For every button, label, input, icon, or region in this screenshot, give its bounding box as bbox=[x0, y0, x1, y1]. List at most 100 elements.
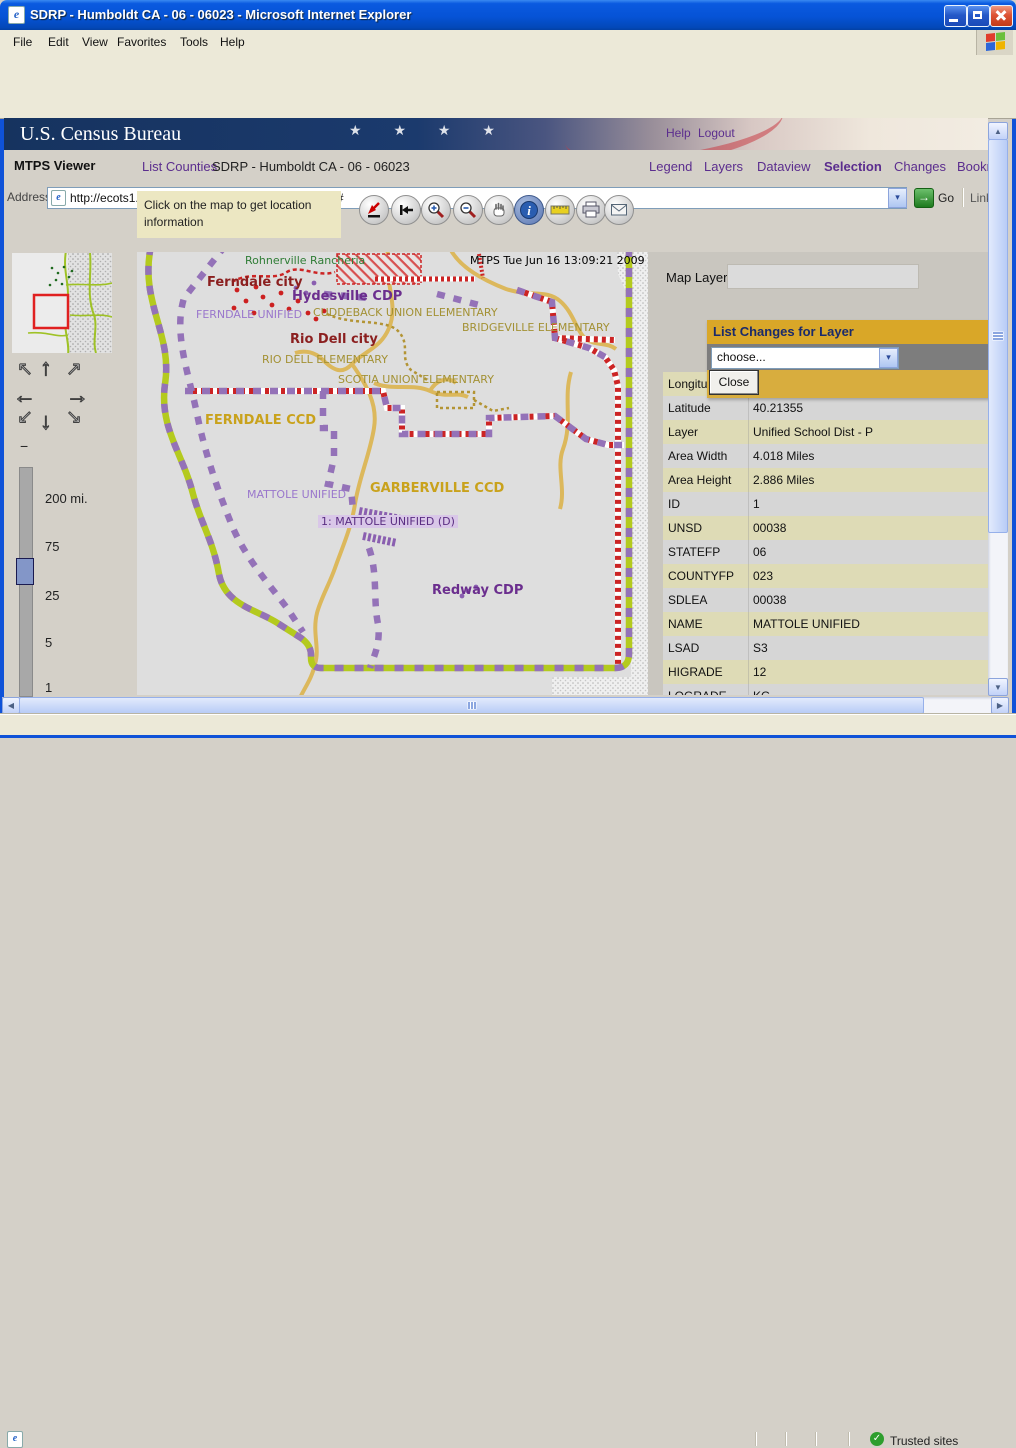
address-dropdown-icon[interactable]: ▾ bbox=[888, 188, 907, 208]
ie-window: { "window": {"title": "SDRP - Humboldt C… bbox=[0, 0, 1016, 738]
initial-extent-button[interactable] bbox=[359, 195, 389, 225]
table-row: LOGRADEKG bbox=[663, 684, 988, 695]
go-button[interactable]: Go bbox=[938, 191, 955, 205]
zoom-slider-thumb[interactable] bbox=[16, 558, 34, 585]
pan-southeast-arrow[interactable]: ↘ bbox=[66, 407, 83, 429]
scroll-down-icon[interactable]: ▼ bbox=[988, 678, 1008, 696]
measure-ruler-button[interactable] bbox=[545, 195, 575, 225]
status-separator bbox=[755, 1432, 757, 1446]
menu-view[interactable]: View bbox=[82, 35, 108, 49]
close-button[interactable] bbox=[990, 5, 1013, 27]
app-title: MTPS Viewer bbox=[14, 158, 96, 173]
nav-selection[interactable]: Selection bbox=[824, 159, 882, 174]
list-counties-link[interactable]: List Counties bbox=[142, 159, 218, 174]
map-label-rohnerville: Rohnerville Rancheria bbox=[245, 254, 366, 267]
table-row: HIGRADE 12 bbox=[663, 660, 988, 684]
census-header: ★ ★ ★ ★ U.S. Census Bureau Help Logout bbox=[4, 118, 988, 150]
attribute-table: Longitude Latitude 40.21355 Layer Unified … bbox=[663, 372, 988, 695]
maximize-button[interactable] bbox=[967, 5, 990, 27]
scale-label-5: 5 bbox=[45, 635, 53, 650]
horizontal-scrollbar[interactable]: ◀ ▶ bbox=[2, 697, 1009, 714]
pan-east-arrow[interactable]: → bbox=[66, 382, 90, 409]
pan-south-arrow[interactable]: ↓ bbox=[40, 408, 52, 435]
scroll-up-icon[interactable]: ▲ bbox=[988, 122, 1008, 140]
logout-link[interactable]: Logout bbox=[698, 126, 735, 140]
table-row: Latitude 40.21355 bbox=[663, 396, 988, 420]
map-label-bridgeville: BRIDGEVILLE ELEMENTARY bbox=[462, 321, 610, 334]
nav-layers[interactable]: Layers bbox=[704, 159, 744, 174]
previous-extent-button[interactable] bbox=[391, 195, 421, 225]
map-label-ferndale-unified: FERNDALE UNIFIED bbox=[196, 308, 303, 321]
zoom-out-button[interactable] bbox=[453, 195, 483, 225]
table-row: ID 1 bbox=[663, 492, 988, 516]
address-separator bbox=[962, 188, 964, 207]
window-border-bottom bbox=[0, 733, 1016, 738]
page-icon: e bbox=[51, 190, 66, 206]
horizontal-scroll-thumb[interactable] bbox=[19, 697, 924, 714]
map-timestamp: MTPS Tue Jun 16 13:09:21 2009 bbox=[470, 254, 645, 267]
nav-changes[interactable]: Changes bbox=[894, 159, 947, 174]
map-hint: Click on the map to get location informa… bbox=[137, 191, 341, 238]
menu-file[interactable]: File bbox=[13, 35, 33, 49]
scale-label-25: 25 bbox=[45, 588, 60, 603]
map-label-scotia: SCOTIA UNION ELEMENTARY bbox=[338, 373, 494, 386]
window-border-right bbox=[1012, 30, 1016, 734]
popup-title: List Changes for Layer bbox=[707, 320, 990, 344]
status-separator bbox=[785, 1432, 787, 1446]
table-row: SDLEA 00038 bbox=[663, 588, 988, 612]
map-label-rio-dell-city: Rio Dell city bbox=[290, 332, 378, 347]
pan-southwest-arrow[interactable]: ↙ bbox=[17, 407, 34, 429]
trusted-check-icon: ✓ bbox=[870, 1432, 884, 1446]
nav-legend[interactable]: Legend bbox=[649, 159, 693, 174]
status-separator bbox=[815, 1432, 817, 1446]
title-bar[interactable]: e SDRP - Humboldt CA - 06 - 06023 - Micr… bbox=[0, 0, 1016, 30]
popup-close-button[interactable]: Close bbox=[709, 370, 759, 395]
vertical-scroll-thumb[interactable] bbox=[988, 139, 1008, 533]
browser-toolbar: ← Back ▾ → ▾ ✕ ↻ ⌂ Search ★ Favorites ◷ … bbox=[0, 55, 1016, 141]
vertical-scrollbar[interactable]: ▲ ▼ bbox=[988, 122, 1008, 696]
print-map-button[interactable] bbox=[576, 195, 606, 225]
nav-bookmarks[interactable]: Bookn bbox=[957, 159, 994, 174]
pan-west-arrow[interactable]: ← bbox=[13, 382, 37, 409]
email-map-button[interactable] bbox=[604, 195, 634, 225]
pan-northeast-arrow[interactable]: ↗ bbox=[66, 359, 83, 381]
zoom-minus-label: − bbox=[20, 438, 29, 454]
table-row: Layer Unified School Dist - P bbox=[663, 420, 988, 444]
table-row: Area Height 2.886 Miles bbox=[663, 468, 988, 492]
map-label-ferndale-city: Ferndale city bbox=[207, 275, 303, 290]
menu-help[interactable]: Help bbox=[220, 35, 245, 49]
pan-north-arrow[interactable]: ↑ bbox=[40, 354, 52, 381]
nav-dataview[interactable]: Dataview bbox=[757, 159, 811, 174]
table-row: STATEFP 06 bbox=[663, 540, 988, 564]
table-row: COUNTYFP 023 bbox=[663, 564, 988, 588]
address-label: Address bbox=[7, 190, 52, 204]
menu-edit[interactable]: Edit bbox=[48, 35, 69, 49]
scroll-right-icon[interactable]: ▶ bbox=[991, 697, 1009, 714]
pan-hand-button[interactable] bbox=[484, 195, 514, 225]
menu-tools[interactable]: Tools bbox=[180, 35, 209, 49]
app-nav: MTPS Viewer List Counties SDRP - Humbold… bbox=[4, 150, 994, 182]
map-viewport[interactable]: Rohnerville Rancheria MTPS Tue Jun 16 13… bbox=[137, 252, 648, 695]
map-canvas bbox=[145, 252, 648, 695]
list-changes-popup: List Changes for Layer choose... ▾ bbox=[707, 320, 990, 398]
address-bar: Address e http://ecots1.geo.census.gov/m… bbox=[0, 92, 1016, 209]
map-label-rio-dell-elem: RIO DELL ELEMENTARY bbox=[262, 353, 388, 366]
scale-label-200: 200 mi. bbox=[45, 491, 88, 506]
select-dropdown-icon[interactable]: ▾ bbox=[879, 348, 898, 368]
flag-stars-icon: ★ ★ ★ ★ bbox=[349, 122, 509, 138]
minimize-button[interactable] bbox=[944, 5, 967, 27]
scroll-left-icon[interactable]: ◀ bbox=[2, 697, 20, 714]
help-link[interactable]: Help bbox=[666, 126, 691, 140]
go-icon[interactable]: → bbox=[914, 188, 934, 208]
zoom-in-button[interactable] bbox=[421, 195, 451, 225]
map-label-cuddeback: CUDDEBACK UNION ELEMENTARY bbox=[313, 306, 498, 319]
layer-select[interactable]: choose... ▾ bbox=[711, 347, 899, 369]
identify-info-button[interactable]: i bbox=[514, 195, 544, 225]
map-label-selection: 1: MATTOLE UNIFIED (D) bbox=[318, 515, 458, 528]
menu-favorites[interactable]: Favorites bbox=[117, 35, 167, 49]
overview-map[interactable] bbox=[12, 250, 113, 356]
status-separator bbox=[848, 1432, 850, 1446]
popup-body: choose... ▾ bbox=[707, 344, 990, 370]
pan-northwest-arrow[interactable]: ↖ bbox=[17, 359, 34, 381]
map-layer-input[interactable] bbox=[727, 264, 919, 289]
